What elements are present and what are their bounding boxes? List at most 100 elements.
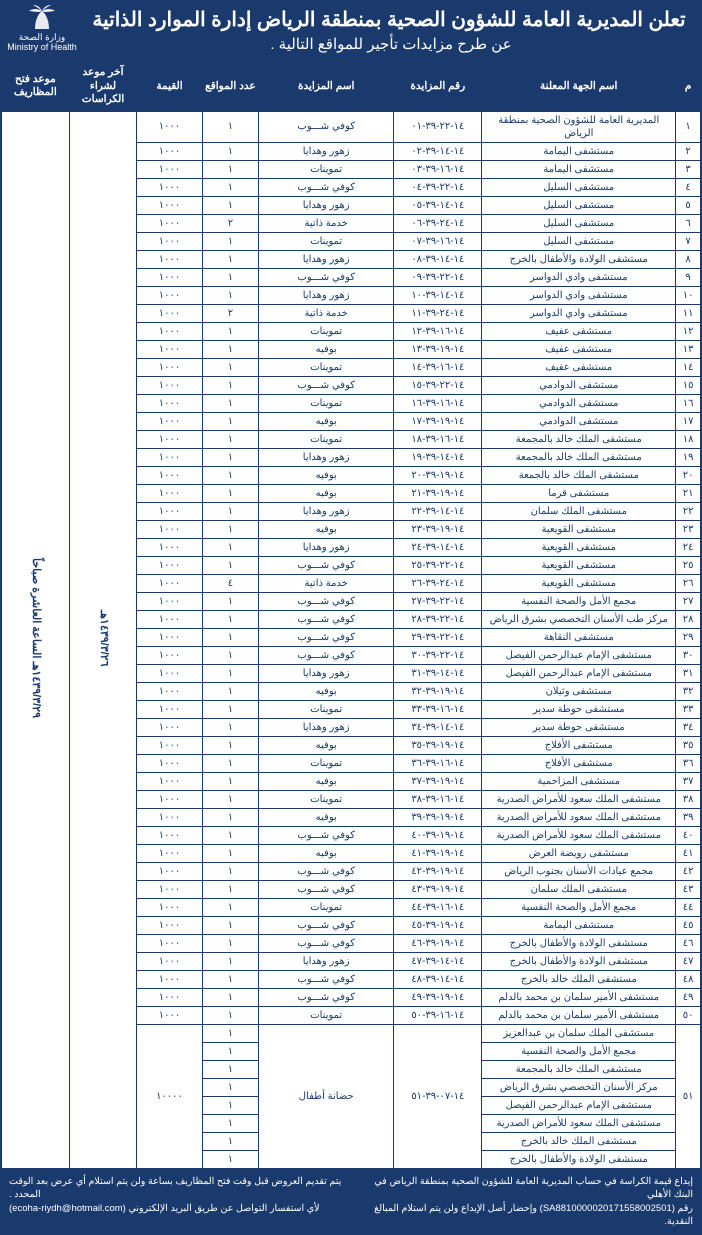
cell-index: ٩ xyxy=(676,268,701,286)
cell-entity: مستشفى الملك خالد بالخرج xyxy=(482,970,676,988)
cell-value: ١٠٠٠ xyxy=(137,142,202,160)
cell-entity: مستشفى وثيلان xyxy=(482,682,676,700)
cell-value: ١٠٠٠ xyxy=(137,448,202,466)
cell-bid-name: كوفي شـــوب xyxy=(259,376,394,394)
cell-index: ١٦ xyxy=(676,394,701,412)
cell-value: ١٠٠٠ xyxy=(137,111,202,142)
cell-value: ١٠٠٠ xyxy=(137,430,202,448)
cell-bid-no: ١٤-١٤-٣٩-٤٧ xyxy=(394,952,482,970)
cell-bid-name: كوفي شـــوب xyxy=(259,178,394,196)
cell-entity: مجمع الأمل والصحة النفسية xyxy=(482,592,676,610)
cell-entity: مستشفى السليل xyxy=(482,214,676,232)
cell-sites: ٢ xyxy=(202,304,258,322)
cell-entity: مستشفى الملك سلمان xyxy=(482,880,676,898)
cell-sites: ١ xyxy=(202,160,258,178)
cell-index: ٤٥ xyxy=(676,916,701,934)
cell-bid-no: ١٤-١٤-٣٩-١٠ xyxy=(394,286,482,304)
cell-entity: مستشفى الملك سعود للأمراض الصدرية xyxy=(482,790,676,808)
cell-bid-no: ١٤-١٩-٣٩-٣٧ xyxy=(394,772,482,790)
cell-entity: مستشفى رويضة العرض xyxy=(482,844,676,862)
cell-index: ١١ xyxy=(676,304,701,322)
cell-bid-name: تموينات xyxy=(259,898,394,916)
ministry-logo: وزارة الصحة Ministry of Health xyxy=(7,5,77,53)
cell-index: ٤٧ xyxy=(676,952,701,970)
cell-bid-name: تموينات xyxy=(259,160,394,178)
cell-index: ٣٩ xyxy=(676,808,701,826)
cell-entity: مستشفى الملك خالد بالجمعة xyxy=(482,466,676,484)
cell-bid-name: كوفي شـــوب xyxy=(259,268,394,286)
header-banner: وزارة الصحة Ministry of Health تعلن المد… xyxy=(1,1,701,61)
cell-value: ١٠٠٠ xyxy=(137,214,202,232)
cell-index: ٢٥ xyxy=(676,556,701,574)
cell-index: ٣٢ xyxy=(676,682,701,700)
col-value: القيمة xyxy=(137,62,202,112)
cell-index: ٥١ xyxy=(676,1024,701,1168)
cell-bid-no: ١٤-٢٢-٣٩-٠١ xyxy=(394,111,482,142)
cell-index: ٢٩ xyxy=(676,628,701,646)
cell-index: ٢٢ xyxy=(676,502,701,520)
cell-entity: مستشفى النقاهة xyxy=(482,628,676,646)
cell-bid-no: ١٤-١٤-٣٩-٤٨ xyxy=(394,970,482,988)
cell-index: ٢١ xyxy=(676,484,701,502)
cell-sites: ١ xyxy=(202,916,258,934)
table-row: ١المديرية العامة للشؤون الصحية بمنطقة ال… xyxy=(2,111,701,142)
cell-sites: ١ xyxy=(202,376,258,394)
cell-entity: مستشفى اليمامة xyxy=(482,916,676,934)
cell-entity: مجمع عيادات الأسنان بجنوب الرياض xyxy=(482,862,676,880)
cell-value: ١٠٠٠ xyxy=(137,196,202,214)
cell-bid-name: بوفيه xyxy=(259,520,394,538)
cell-index: ٤٢ xyxy=(676,862,701,880)
cell-entity: مستشفى الملك خالد بالمجمعة xyxy=(482,448,676,466)
cell-value: ١٠٠٠ xyxy=(137,466,202,484)
cell-value: ١٠٠٠ xyxy=(137,610,202,628)
cell-bid-no: ١٤-١٩-٣٩-٢١ xyxy=(394,484,482,502)
cell-value: ١٠٠٠ xyxy=(137,898,202,916)
cell-index: ٣٦ xyxy=(676,754,701,772)
cell-entity: مستشفى الدوادمي xyxy=(482,376,676,394)
cell-sites: ١ xyxy=(202,898,258,916)
cell-index: ٣٨ xyxy=(676,790,701,808)
cell-index: ١٧ xyxy=(676,412,701,430)
cell-bid-name: بوفيه xyxy=(259,772,394,790)
cell-bid-no: ١٤-١٩-٣٩-٤٢ xyxy=(394,862,482,880)
cell-value: ١٠٠٠ xyxy=(137,538,202,556)
cell-entity: مستشفى الولادة والأطفال بالخرج xyxy=(482,934,676,952)
cell-value: ١٠٠٠٠ xyxy=(137,1024,202,1168)
cell-entity: مستشفى الأفلاج xyxy=(482,736,676,754)
cell-bid-no: ١٤-٢٢-٣٩-٢٥ xyxy=(394,556,482,574)
cell-bid-name: بوفيه xyxy=(259,808,394,826)
cell-entity: مستشفى السليل xyxy=(482,178,676,196)
cell-index: ٤٦ xyxy=(676,934,701,952)
cell-bid-no: ١٤-٢٤-٣٩-٠٦ xyxy=(394,214,482,232)
cell-entity: مستشفى الإمام عبدالرحمن الفيصل xyxy=(482,646,676,664)
cell-entity: مستشفى الملك خالد بالمجمعة xyxy=(482,1060,676,1078)
cell-value: ١٠٠٠ xyxy=(137,592,202,610)
cell-bid-no: ١٤-١٩-٣٩-٤٣ xyxy=(394,880,482,898)
cell-bid-no: ١٤-١٦-٣٩-١٨ xyxy=(394,430,482,448)
cell-entity: مستشفى عفيف xyxy=(482,322,676,340)
cell-index: ٣٣ xyxy=(676,700,701,718)
cell-value: ١٠٠٠ xyxy=(137,484,202,502)
cell-sites: ١ xyxy=(202,772,258,790)
cell-value: ١٠٠٠ xyxy=(137,358,202,376)
footer-deposit-line1: إيداع قيمة الكراسة في حساب المديرية العا… xyxy=(356,1175,693,1202)
cell-bid-name: خدمة ذاتية xyxy=(259,214,394,232)
footer-contact-line2: لأي استفسار التواصل عن طريق البريد الإلك… xyxy=(9,1202,346,1215)
cell-bid-name: بوفيه xyxy=(259,736,394,754)
cell-sites: ١ xyxy=(202,502,258,520)
cell-entity: مستشفى الملك سلمان xyxy=(482,502,676,520)
cell-bid-name: زهور وهدايا xyxy=(259,286,394,304)
cell-value: ١٠٠٠ xyxy=(137,790,202,808)
cell-entity: مركز الأسنان التخصصي بشرق الرياض xyxy=(482,1078,676,1096)
cell-entity: مستشفى قرما xyxy=(482,484,676,502)
cell-entity: مركز طب الأسنان التخصصي بشرق الرياض xyxy=(482,610,676,628)
cell-bid-no: ١٤-١٦-٣٩-٣٣ xyxy=(394,700,482,718)
cell-entity: مستشفى القويعية xyxy=(482,520,676,538)
cell-bid-name: خدمة ذاتية xyxy=(259,304,394,322)
cell-bid-name: تموينات xyxy=(259,358,394,376)
cell-bid-no: ١٤-١٦-٣٩-٤٤ xyxy=(394,898,482,916)
cell-value: ١٠٠٠ xyxy=(137,250,202,268)
cell-index: ٥ xyxy=(676,196,701,214)
cell-entity: مستشفى الولادة والأطفال بالخرج xyxy=(482,1150,676,1168)
cell-bid-no: ١٤-٢٢-٣٩-٢٩ xyxy=(394,628,482,646)
